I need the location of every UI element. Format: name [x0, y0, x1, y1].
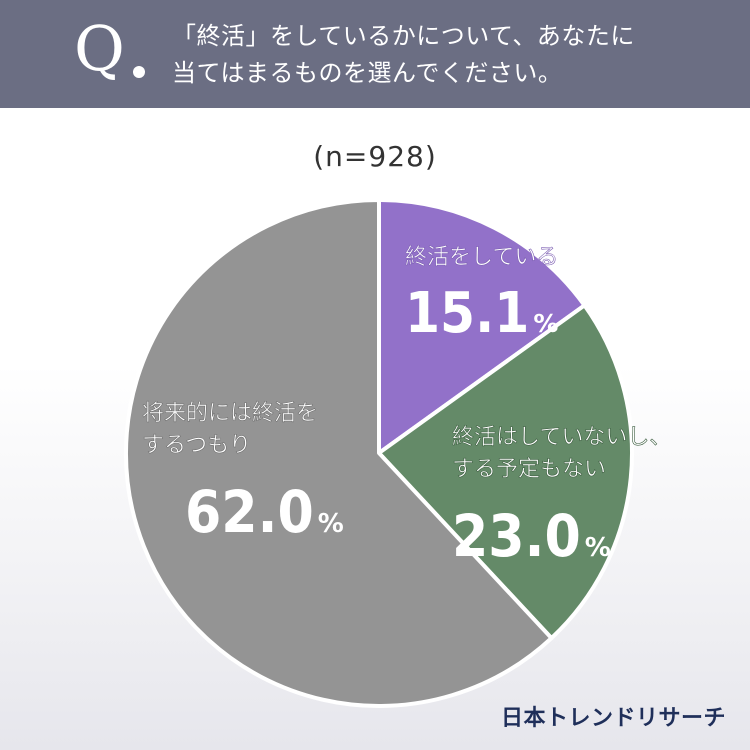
pie-slice-2 [377, 303, 634, 641]
slice-label-3-line-1: 将来的には終活を [142, 401, 318, 426]
slice-value-1: 15.1 [405, 281, 529, 346]
question-line-1: 「終活」をしているかについて、あなたに [172, 22, 635, 50]
slice-label-2-line-1: 終活はしていないし、 [452, 425, 671, 450]
slice-unit-2: % [585, 533, 611, 563]
q-mark: Q [74, 12, 125, 85]
pie-slice-3 [124, 198, 554, 708]
slice-unit-3: % [318, 509, 344, 539]
brand-logo: 日本トレンドリサーチ [500, 706, 726, 731]
question-line-2: 当てはまるものを選んでください。 [172, 59, 563, 87]
sample-size-label: (n=928) [313, 140, 437, 173]
question-text: 「終活」をしているかについて、あなたに 当てはまるものを選んでください。 [172, 18, 732, 92]
slice-label-2-line-2: する予定もない [452, 457, 606, 482]
slice-value-2: 23.0 [452, 502, 581, 570]
slice-value-3: 62.0 [185, 478, 314, 546]
question-header: Q 「終活」をしているかについて、あなたに 当てはまるものを選んでください。 [0, 0, 750, 108]
slice-label-group-1: 終活をしている 15.1% [405, 245, 559, 346]
q-dot [133, 66, 145, 78]
slice-label-group-2: 終活はしていないし、する予定もない 23.0% [452, 425, 672, 570]
pie-slice-1 [377, 198, 587, 455]
slice-label-1-line-1: 終活をしている [405, 245, 558, 270]
slice-label-3-line-2: するつもり [142, 433, 251, 458]
slice-unit-1: % [533, 309, 558, 338]
